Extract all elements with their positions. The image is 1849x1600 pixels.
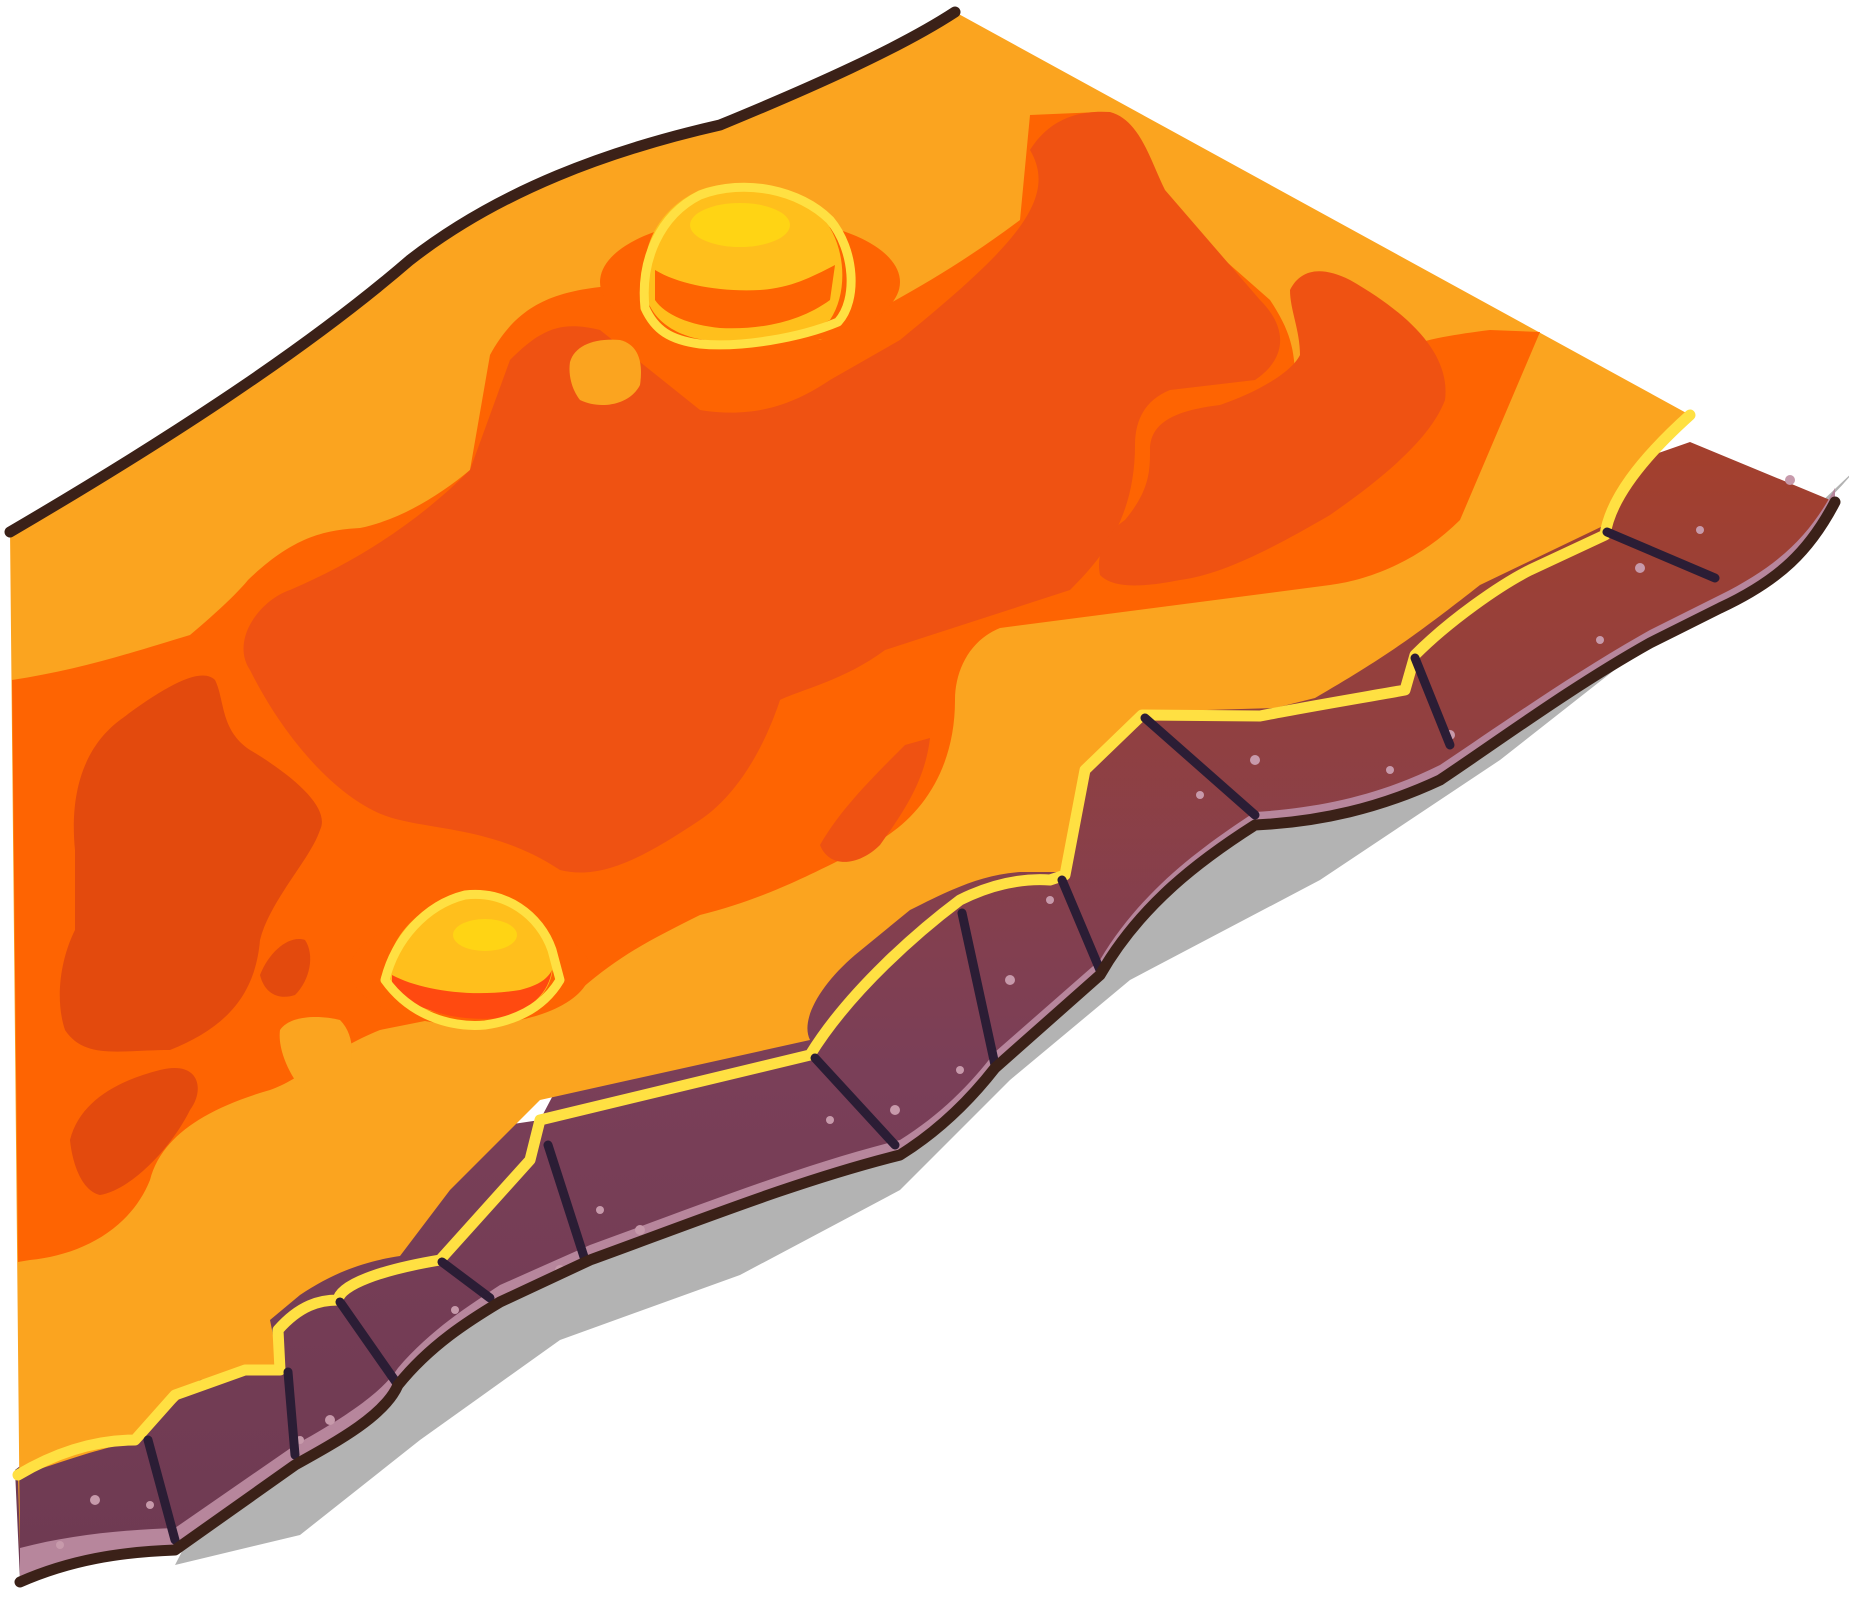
lava-bubble-upper xyxy=(600,182,900,350)
lava-blob-small-2 xyxy=(260,939,311,997)
lava-rim xyxy=(12,409,1696,1481)
lava-blob-left xyxy=(59,675,322,1052)
tile-outline-bottom xyxy=(14,496,1841,1588)
rock-ledge xyxy=(20,488,1835,1580)
rock-cracks xyxy=(143,527,1720,1545)
lava-blob-large xyxy=(243,111,1281,873)
lava-blob-small-1 xyxy=(70,1068,198,1195)
lava-islands xyxy=(279,339,641,1095)
lava-bubble-lower xyxy=(350,889,590,1030)
lava-blob-right xyxy=(1099,271,1446,586)
lava-blob-small-3 xyxy=(820,738,930,862)
tile-outline-top xyxy=(4,6,961,538)
rock-cliff xyxy=(15,442,1835,1580)
